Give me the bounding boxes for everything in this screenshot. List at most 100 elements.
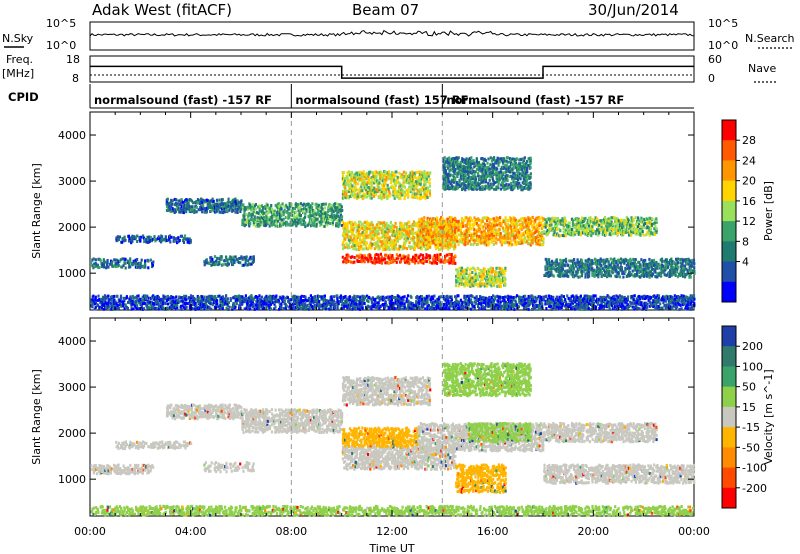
ytick-label: 4000 [58,335,86,348]
scatter-band-3 [165,197,243,215]
cpid-segment-1: normalsound (fast) 157 RF [295,93,468,107]
colorbar-tick: 100 [742,360,763,373]
ytick-label: 2000 [58,221,86,234]
scatter-band-2 [203,255,255,267]
scatter-band-2 [203,461,255,474]
colorbar-tick: 50 [742,381,756,394]
power-ylabel: Slant Range [km] [30,163,43,259]
colorbar-swatch [722,120,736,141]
scatter-band-3 [165,403,243,421]
colorbar-tick: -15 [742,421,760,434]
velocity-panel: 1000 2000 3000 4000 Slant Range [km] 200 100… [30,317,775,517]
xtick-label: 20:00 [577,525,609,538]
scatter-band-10 [454,266,507,288]
colorbar-tick: -200 [742,482,767,495]
colorbar-swatch [722,221,736,242]
colorbar-swatch [722,346,736,367]
scatter-band-12 [543,257,696,279]
scatter-band-13 [90,294,696,311]
power-colorbar: 28 24 20 16 12 8 4 [721,119,756,303]
scatter-band-5 [341,252,457,265]
beam-title: Beam 07 [352,1,419,19]
xtick-label: 04:00 [175,525,207,538]
scatter-band-9 [467,421,532,444]
velocity-colorbar-label: Velocity [m s^-1] [762,369,775,464]
colorbar-tick: 200 [742,340,763,353]
colorbar-swatch [722,200,736,222]
station-title: Adak West (fitACF) [92,1,232,19]
scatter-band-8 [417,215,545,247]
nave-tick-top: 60 [708,53,722,66]
freq-label-top: Freq. [6,53,33,66]
scatter-band-13 [543,463,696,485]
scatter-band-0 [90,463,155,476]
date-title: 30/Jun/2014 [588,1,679,19]
velocity-ylabel: Slant Range [km] [30,369,43,465]
colorbar-swatch [722,487,736,509]
noise-right-tick-bottom: 10^0 [708,39,738,52]
noise-panel: N.Sky 10^5 10^0 10^5 10^0 N.Search [2,17,795,52]
scatter-band-7 [341,170,432,201]
noise-right-tick-top: 10^5 [708,17,738,30]
nave-label: Nave [748,62,776,75]
noise-left-tick-bottom: 10^0 [46,39,76,52]
frequency-panel: Freq. [MHz] 18 8 60 0 Nave [2,53,776,85]
freq-tick-top: 18 [66,53,80,66]
cpid-label: CPID [8,90,39,104]
colorbar-tick: 16 [742,195,756,208]
noise-search-label: N.Search [745,32,795,45]
colorbar-tick: 8 [742,235,749,248]
ytick-label: 1000 [58,473,86,486]
noise-sky-trace [89,29,695,47]
nave-tick-bottom: 0 [708,72,715,85]
colorbar-swatch [722,180,736,202]
xtick-label: 08:00 [275,525,307,538]
freq-label-bottom: [MHz] [2,67,34,80]
scatter-band-12 [543,421,658,444]
colorbar-tick: 24 [742,154,756,167]
noise-left-tick-top: 10^5 [46,17,76,30]
colorbar-tick: 20 [742,175,756,188]
scatter-band-7 [341,375,432,407]
cpid-panel: CPID normalsound (fast) -157 RF normalsou… [8,84,694,109]
xtick-label: 00:00 [678,525,710,538]
scatter-band-4 [241,202,344,229]
scatter-band-0 [90,257,155,270]
colorbar-swatch [722,467,736,489]
colorbar-tick: 28 [742,134,756,147]
colorbar-tick: 15 [742,401,756,414]
scatter-band-1 [115,234,192,245]
colorbar-tick: 12 [742,215,756,228]
xtick-label: 12:00 [376,525,408,538]
xtick-label: 00:00 [74,525,106,538]
ytick-label: 4000 [58,129,86,142]
cpid-segment-2: normalsound (fast) -157 RF [446,93,624,107]
cpid-segment-0: normalsound (fast) -157 RF [94,93,272,107]
ytick-label: 2000 [58,427,86,440]
scatter-band-9 [442,156,532,192]
ytick-label: 1000 [58,267,86,280]
freq-tick-bottom: 8 [72,72,79,85]
ytick-label: 3000 [58,381,86,394]
colorbar-swatch [722,241,736,263]
colorbar-swatch [722,326,736,347]
colorbar-swatch [722,366,736,388]
frequency-trace [90,65,694,79]
scatter-band-4 [241,408,344,435]
scatter-band-5 [341,444,457,471]
colorbar-tick: 4 [742,256,749,269]
power-panel: 1000 2000 3000 4000 Slant Range [km] 28 24 20… [30,111,775,311]
colorbar-swatch [722,261,736,283]
colorbar-swatch [722,447,736,469]
scatter-band-1 [115,440,193,451]
xtick-label: 16:00 [477,525,509,538]
scatter-band-10 [442,362,532,398]
colorbar-swatch [722,386,736,408]
colorbar-tick: -100 [742,462,767,475]
velocity-colorbar: 200 100 50 15 -15 -50 -100 -200 [721,325,767,509]
colorbar-swatch [722,281,736,303]
colorbar-swatch [722,160,736,182]
time-axis-ticks: 00:00 04:00 08:00 12:00 16:00 20:00 00:00 [74,525,710,538]
time-axis-label: Time UT [368,542,414,554]
